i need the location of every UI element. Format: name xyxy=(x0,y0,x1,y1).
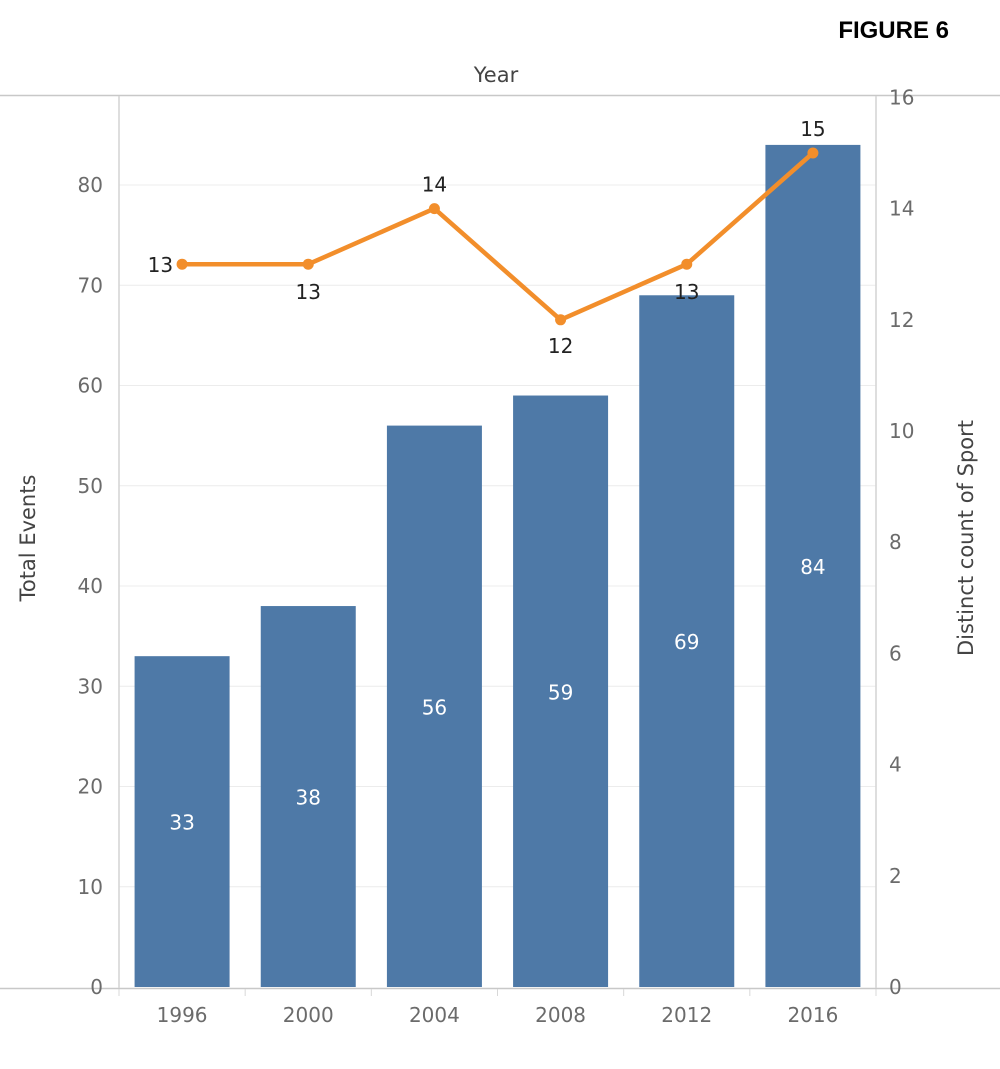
line-point-2012 xyxy=(681,258,693,270)
bar-2004 xyxy=(386,425,482,988)
line-point-2008 xyxy=(555,314,567,326)
left-tick-label: 70 xyxy=(78,273,103,297)
left-axis-title: Total Events xyxy=(16,475,40,603)
right-tick-label: 0 xyxy=(889,975,902,999)
right-tick-label: 12 xyxy=(889,308,914,332)
line-label-2000: 13 xyxy=(296,280,321,304)
right-tick-label: 6 xyxy=(889,641,902,665)
right-tick-label: 10 xyxy=(889,419,914,443)
x-tick-label-1996: 1996 xyxy=(157,1003,208,1027)
left-tick-label: 0 xyxy=(90,975,103,999)
bar-label-2016: 84 xyxy=(800,555,825,579)
line-point-2016 xyxy=(807,147,819,159)
bar-2000 xyxy=(260,606,356,987)
left-tick-label: 40 xyxy=(78,574,103,598)
line-point-1996 xyxy=(176,258,188,270)
line-series: 13 13 14 12 13 15 xyxy=(148,117,826,358)
bar-2012 xyxy=(639,295,735,987)
right-axis-title: Distinct count of Sport xyxy=(954,420,978,656)
x-tick-label-2000: 2000 xyxy=(283,1003,334,1027)
line-label-2016: 15 xyxy=(800,117,825,141)
left-tick-label: 30 xyxy=(78,674,103,698)
figure-label: FIGURE 6 xyxy=(838,17,949,44)
line-point-2000 xyxy=(302,258,314,270)
bar-label-2004: 56 xyxy=(422,695,447,719)
x-axis-title: Year xyxy=(473,63,519,87)
line-point-2004 xyxy=(428,203,440,215)
line-label-1996: 13 xyxy=(148,253,173,277)
x-tick-label-2004: 2004 xyxy=(409,1003,460,1027)
left-tick-label: 60 xyxy=(78,374,103,398)
x-tick-label-2016: 2016 xyxy=(787,1003,838,1027)
right-tick-label: 16 xyxy=(889,85,914,109)
bar-1996 xyxy=(134,656,230,987)
left-tick-label: 10 xyxy=(78,875,103,899)
line-label-2004: 14 xyxy=(422,173,447,197)
bar-2008 xyxy=(513,395,609,987)
axis-ticks: 0 10 20 30 40 50 60 70 80 0 2 4 6 8 10 12 14 16 1996 2000 20… xyxy=(78,85,915,1027)
bar-label-2000: 38 xyxy=(296,786,321,810)
bar-2016 xyxy=(765,144,861,987)
bar-label-2012: 69 xyxy=(674,630,699,654)
right-tick-label: 8 xyxy=(889,530,902,554)
right-tick-label: 2 xyxy=(889,864,902,888)
x-tick-label-2008: 2008 xyxy=(535,1003,586,1027)
line-label-2008: 12 xyxy=(548,334,573,358)
bar-label-1996: 33 xyxy=(169,811,194,835)
left-tick-label: 20 xyxy=(78,775,103,799)
x-tick-label-2012: 2012 xyxy=(661,1003,712,1027)
line-path xyxy=(179,150,816,323)
gridlines xyxy=(119,184,876,888)
left-tick-label: 80 xyxy=(78,173,103,197)
bar-label-2008: 59 xyxy=(548,680,573,704)
plot-frame xyxy=(0,94,1000,990)
left-tick-label: 50 xyxy=(78,474,103,498)
right-tick-label: 4 xyxy=(889,753,902,777)
bar-series: 33 38 56 59 69 84 xyxy=(134,144,861,988)
line-label-2012: 13 xyxy=(674,280,699,304)
right-tick-label: 14 xyxy=(889,197,914,221)
